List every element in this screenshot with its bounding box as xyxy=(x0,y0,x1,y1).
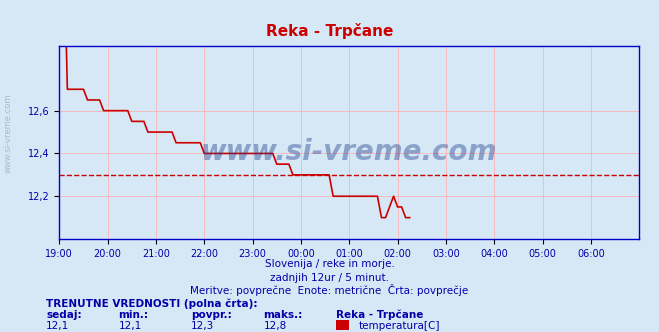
Text: sedaj:: sedaj: xyxy=(46,310,82,320)
Text: zadnjih 12ur / 5 minut.: zadnjih 12ur / 5 minut. xyxy=(270,273,389,283)
Text: 12,1: 12,1 xyxy=(46,321,69,331)
Text: Reka - Trpčane: Reka - Trpčane xyxy=(336,309,424,320)
Text: 12,1: 12,1 xyxy=(119,321,142,331)
Text: TRENUTNE VREDNOSTI (polna črta):: TRENUTNE VREDNOSTI (polna črta): xyxy=(46,298,258,309)
Text: maks.:: maks.: xyxy=(264,310,303,320)
Text: temperatura[C]: temperatura[C] xyxy=(359,321,441,331)
Text: 12,3: 12,3 xyxy=(191,321,214,331)
Text: www.si-vreme.com: www.si-vreme.com xyxy=(201,138,498,166)
Text: povpr.:: povpr.: xyxy=(191,310,232,320)
Text: Slovenija / reke in morje.: Slovenija / reke in morje. xyxy=(264,259,395,269)
Text: Reka - Trpčane: Reka - Trpčane xyxy=(266,23,393,39)
Text: Meritve: povprečne  Enote: metrične  Črta: povprečje: Meritve: povprečne Enote: metrične Črta:… xyxy=(190,284,469,296)
Text: www.si-vreme.com: www.si-vreme.com xyxy=(3,93,13,173)
Text: min.:: min.: xyxy=(119,310,149,320)
Text: 12,8: 12,8 xyxy=(264,321,287,331)
